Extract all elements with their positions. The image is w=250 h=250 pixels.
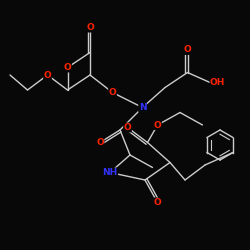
Text: O: O: [124, 123, 132, 132]
Text: O: O: [154, 198, 162, 207]
Text: N: N: [139, 103, 146, 112]
Text: O: O: [96, 138, 104, 147]
Text: O: O: [64, 63, 72, 72]
Text: O: O: [86, 23, 94, 32]
Text: O: O: [184, 46, 192, 54]
Text: O: O: [108, 88, 116, 97]
Text: O: O: [154, 120, 162, 130]
Text: O: O: [44, 70, 52, 80]
Text: NH: NH: [102, 168, 118, 177]
Text: OH: OH: [210, 78, 226, 87]
